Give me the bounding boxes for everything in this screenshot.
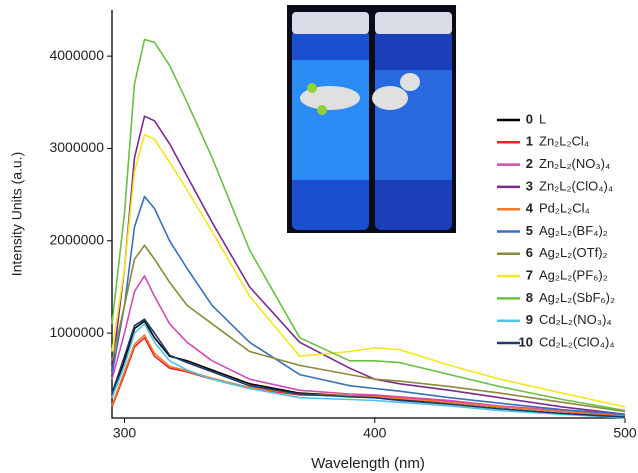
y-tick-label: 1000000 bbox=[49, 324, 104, 340]
series-line bbox=[111, 318, 626, 418]
legend: 0 L1 Zn₂L₂Cl₄ 2 Zn₂L₂(NO₃)₄ 3 Zn₂L₂(ClO₄)₄ 4 Pd₂… bbox=[497, 111, 615, 349]
legend-label: Zn₂L₂Cl₄ bbox=[539, 134, 589, 149]
series-line bbox=[111, 38, 626, 412]
legend-label: Zn₂L₂(ClO₄)₄ bbox=[539, 178, 613, 193]
series-line bbox=[111, 334, 626, 417]
legend-number: 8 bbox=[526, 290, 533, 305]
legend-number: 9 bbox=[526, 312, 533, 327]
legend-label: Ag₂L₂(BF₄)₂ bbox=[539, 223, 608, 238]
y-axis-label: Intensity Units (a.u.) bbox=[9, 152, 25, 277]
series-line bbox=[111, 323, 626, 419]
x-tick-label: 300 bbox=[113, 425, 137, 441]
legend-label: Cd₂L₂(NO₃)₄ bbox=[539, 312, 612, 327]
x-axis-label: Wavelength (nm) bbox=[311, 455, 425, 472]
legend-number: 2 bbox=[526, 156, 533, 171]
x-tick-label: 400 bbox=[363, 425, 387, 441]
series-line bbox=[111, 133, 626, 408]
legend-label: Zn₂L₂(NO₃)₄ bbox=[539, 156, 610, 171]
legend-label: Pd₂L₂Cl₄ bbox=[539, 201, 590, 216]
legend-label: Ag₂L₂(OTf)₂ bbox=[539, 245, 608, 260]
series-line bbox=[111, 275, 626, 416]
axes bbox=[111, 10, 625, 419]
inset-photo bbox=[287, 5, 456, 233]
y-tick-label: 3000000 bbox=[49, 139, 104, 155]
legend-number: 3 bbox=[526, 178, 533, 193]
legend-number: 10 bbox=[519, 334, 533, 349]
x-tick-label: 500 bbox=[613, 425, 637, 441]
legend-number: 1 bbox=[526, 134, 533, 149]
y-tick-label: 2000000 bbox=[49, 231, 104, 247]
legend-label: Cd₂L₂(ClO₄)₄ bbox=[539, 334, 615, 349]
legend-number: 6 bbox=[526, 245, 533, 260]
legend-number: 4 bbox=[526, 201, 534, 216]
series-line bbox=[111, 115, 626, 416]
legend-label: L bbox=[539, 111, 546, 126]
series-line bbox=[111, 195, 626, 416]
legend-number: 7 bbox=[526, 268, 533, 283]
legend-number: 5 bbox=[526, 223, 533, 238]
legend-label: Ag₂L₂(PF₆)₂ bbox=[539, 268, 608, 283]
legend-label: Ag₂L₂(SbF₆)₂ bbox=[539, 290, 615, 305]
y-tick-label: 4000000 bbox=[49, 47, 104, 63]
legend-number: 0 bbox=[526, 111, 533, 126]
series-line bbox=[111, 244, 626, 413]
